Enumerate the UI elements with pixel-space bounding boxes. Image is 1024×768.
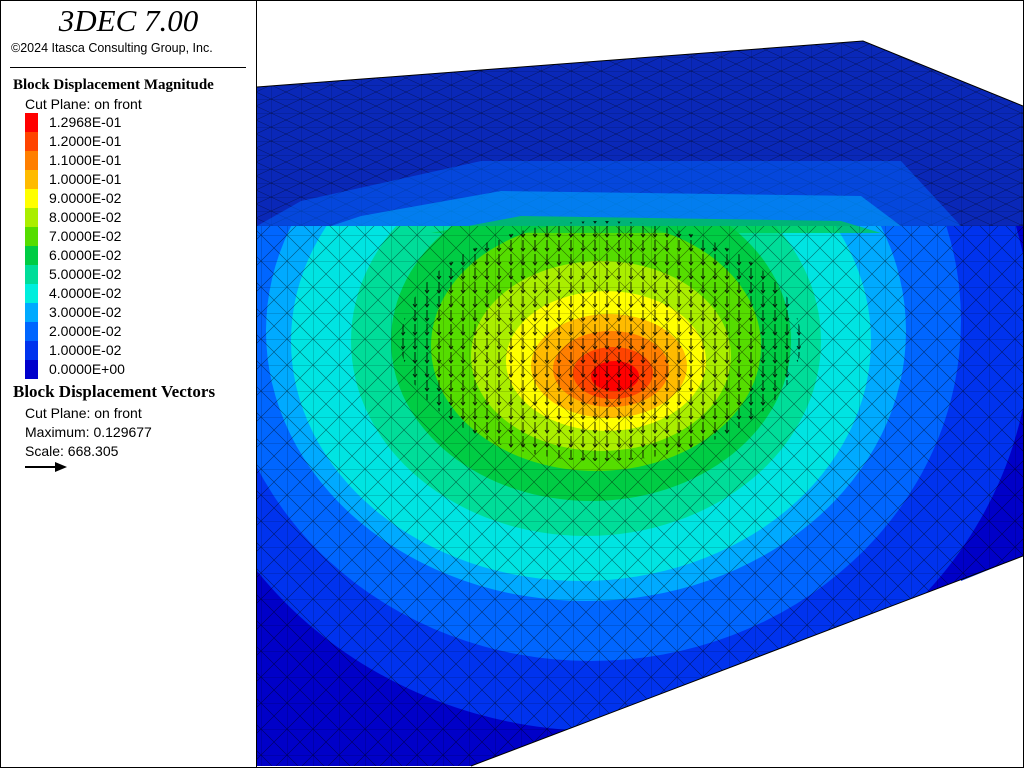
color-scale-swatch — [25, 341, 38, 360]
color-scale-label: 9.0000E-02 — [49, 190, 122, 206]
legend-panel: 3DEC 7.00 ©2024 Itasca Consulting Group,… — [1, 1, 257, 767]
title-divider — [10, 67, 246, 68]
color-scale-swatch — [25, 360, 38, 379]
color-scale-swatch — [25, 151, 38, 170]
color-scale-swatch — [25, 265, 38, 284]
color-scale-swatch — [25, 303, 38, 322]
color-scale-swatch — [25, 189, 38, 208]
vectors-maximum-label: Maximum: 0.129677 — [25, 424, 152, 440]
color-scale-label: 0.0000E+00 — [49, 361, 125, 377]
model-view-svg[interactable] — [256, 1, 1023, 767]
color-scale-swatch — [25, 208, 38, 227]
app-title: 3DEC 7.00 — [58, 3, 199, 38]
vector-scale-arrow-icon — [25, 462, 67, 472]
color-scale-label: 3.0000E-02 — [49, 304, 122, 320]
color-scale-swatch — [25, 322, 38, 341]
color-scale-swatch — [25, 246, 38, 265]
magnitude-cut-plane-label: Cut Plane: on front — [25, 96, 142, 112]
color-scale-label: 1.2968E-01 — [49, 114, 122, 130]
color-scale-swatch — [25, 227, 38, 246]
displacement-vectors — [401, 221, 801, 461]
color-scale-swatch — [25, 113, 38, 132]
color-scale-label: 8.0000E-02 — [49, 209, 122, 225]
vectors-scale-label: Scale: 668.305 — [25, 443, 119, 459]
color-scale-swatch — [25, 132, 38, 151]
color-scale-swatch — [25, 170, 38, 189]
copyright-text: ©2024 Itasca Consulting Group, Inc. — [11, 41, 213, 55]
color-scale-label: 2.0000E-02 — [49, 323, 122, 339]
vectors-legend-title: Block Displacement Vectors — [13, 382, 216, 401]
color-scale-label: 1.2000E-01 — [49, 133, 122, 149]
color-scale-label: 1.0000E-02 — [49, 342, 122, 358]
color-scale-label: 4.0000E-02 — [49, 285, 122, 301]
magnitude-legend-title: Block Displacement Magnitude — [13, 77, 214, 93]
vectors-cut-plane-label: Cut Plane: on front — [25, 405, 142, 421]
color-scale-label: 6.0000E-02 — [49, 247, 122, 263]
color-scale-label: 5.0000E-02 — [49, 266, 122, 282]
model-viewport[interactable] — [256, 1, 1023, 767]
color-scale-label: 7.0000E-02 — [49, 228, 122, 244]
color-scale-swatch — [25, 284, 38, 303]
color-scale-label: 1.1000E-01 — [49, 152, 122, 168]
color-scale-label: 1.0000E-01 — [49, 171, 122, 187]
